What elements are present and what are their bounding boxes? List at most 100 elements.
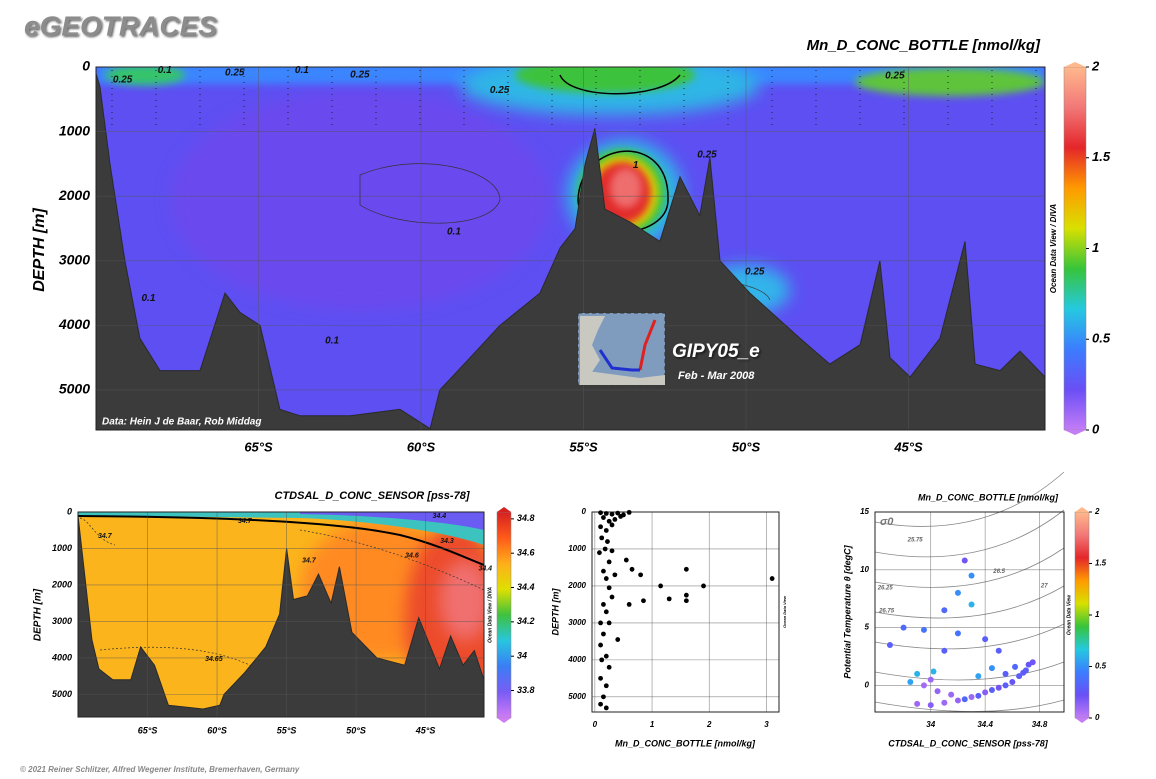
density-label: 25.75 (907, 537, 924, 543)
data-point (1020, 669, 1027, 676)
x-tick-label: 34.4 (977, 720, 993, 729)
data-point (599, 657, 605, 663)
x-tick-label: 60°S (207, 725, 227, 735)
colorbar-tick-label: 34.4 (517, 582, 535, 592)
data-point (934, 688, 941, 695)
field-shade (78, 512, 484, 545)
inset-map (577, 312, 666, 386)
inset-subtitle: Feb - Mar 2008 (678, 370, 755, 382)
data-point (606, 620, 612, 626)
x-tick-label: 45°S (415, 725, 436, 735)
data-point (886, 641, 893, 648)
annotation: Data: Hein J de Baar, Rob Middag (102, 417, 261, 428)
data-point (914, 700, 921, 707)
colorbar-tick-label: 1.5 (1092, 149, 1111, 164)
y-axis-label: DEPTH [m] (550, 587, 560, 635)
density-label: 26.75 (878, 608, 895, 614)
data-point (612, 572, 618, 578)
x-axis-label: CTDSAL_D_CONC_SENSOR [pss-78] (888, 738, 1049, 748)
data-point (930, 668, 937, 675)
data-point (1002, 682, 1009, 689)
colorbar-label: Ocean Data View / DIVA (1049, 204, 1058, 294)
data-point (598, 642, 603, 648)
x-tick-label: 34.8 (1032, 720, 1048, 729)
data-point (601, 631, 606, 637)
inset-track (598, 349, 640, 372)
data-point (603, 705, 609, 711)
y-tick-label: 5000 (52, 689, 72, 699)
data-point (598, 620, 603, 626)
seafloor-line (78, 515, 484, 710)
data-point (598, 701, 603, 707)
contour-label: 0.1 (142, 293, 156, 304)
section-field (78, 512, 484, 717)
density-contour (874, 547, 1065, 588)
data-point (641, 598, 646, 604)
x-tick-label: 50°S (732, 439, 761, 454)
density-symbol: σ0 (880, 516, 894, 528)
y-tick-label: 1000 (59, 122, 90, 138)
contour-label: 34.4 (433, 513, 447, 520)
y-tick-label: 1000 (568, 544, 586, 553)
data-point (701, 583, 706, 589)
contour-label: 34.6 (405, 552, 419, 559)
colorbar-cap (1064, 430, 1086, 435)
data-point (961, 696, 968, 703)
x-tick-label: 55°S (277, 725, 297, 735)
y-axis-label: Potential Temperature θ [degC] (842, 544, 852, 678)
x-tick-label: 3 (764, 720, 769, 729)
colorbar-tick-label: 1.5 (1095, 559, 1107, 568)
field-shade (440, 560, 484, 640)
y-tick-label: 5000 (59, 381, 90, 397)
data-point (603, 576, 609, 581)
x-tick-label: 1 (650, 720, 655, 729)
contour-label: 0.25 (490, 85, 510, 96)
data-point (907, 678, 914, 685)
watermark: Ocean Data View (782, 595, 787, 628)
plot-frame (95, 66, 1046, 431)
data-point (626, 509, 632, 515)
y-tick-label: 4000 (51, 652, 72, 662)
y-tick-label: 3000 (568, 618, 586, 627)
x-tick-label: 65°S (138, 725, 158, 735)
data-point (606, 585, 612, 591)
colorbar-tick-label: 2 (1094, 507, 1100, 516)
data-point (961, 557, 968, 564)
data-point (615, 637, 621, 642)
contour-label: 0.1 (158, 65, 172, 76)
data-point (683, 598, 689, 604)
colorbar-cap (1075, 718, 1089, 723)
data-point (1016, 673, 1023, 680)
section-field (96, 67, 1045, 430)
data-point (603, 528, 609, 533)
contour-line (79, 517, 484, 671)
data-point (1012, 663, 1019, 670)
inset-title: GIPY05_e (672, 341, 760, 362)
colorbar-cap (497, 718, 511, 723)
colorbar-cap (497, 507, 511, 512)
density-label: 26.5 (992, 569, 1005, 575)
field-shade (300, 512, 484, 530)
data-point (666, 596, 672, 602)
data-point (609, 548, 615, 554)
x-axis-label: Mn_D_CONC_BOTTLE [nmol/kg] (615, 738, 756, 748)
y-tick-label: 5000 (568, 692, 586, 701)
contour-label: 0.1 (295, 65, 309, 76)
x-tick-label: 34 (926, 720, 935, 729)
y-tick-label: 1000 (52, 543, 72, 553)
density-label: 26.25 (877, 585, 894, 591)
data-point (606, 518, 612, 524)
data-point (609, 522, 615, 528)
plot-frame (874, 511, 1065, 713)
density-contour (874, 471, 1065, 527)
data-point (601, 568, 606, 574)
y-tick-label: 4000 (58, 316, 90, 332)
data-point (626, 602, 632, 607)
y-tick-label: 3000 (59, 251, 90, 267)
data-point (658, 583, 664, 589)
colorbar-label: Ocean Data View (1066, 594, 1072, 635)
y-tick-label: 0 (67, 506, 72, 516)
x-tick-label: 0 (593, 720, 598, 729)
colorbar-tick-label: 0 (1092, 421, 1100, 436)
contour-label: 0.1 (447, 226, 461, 237)
